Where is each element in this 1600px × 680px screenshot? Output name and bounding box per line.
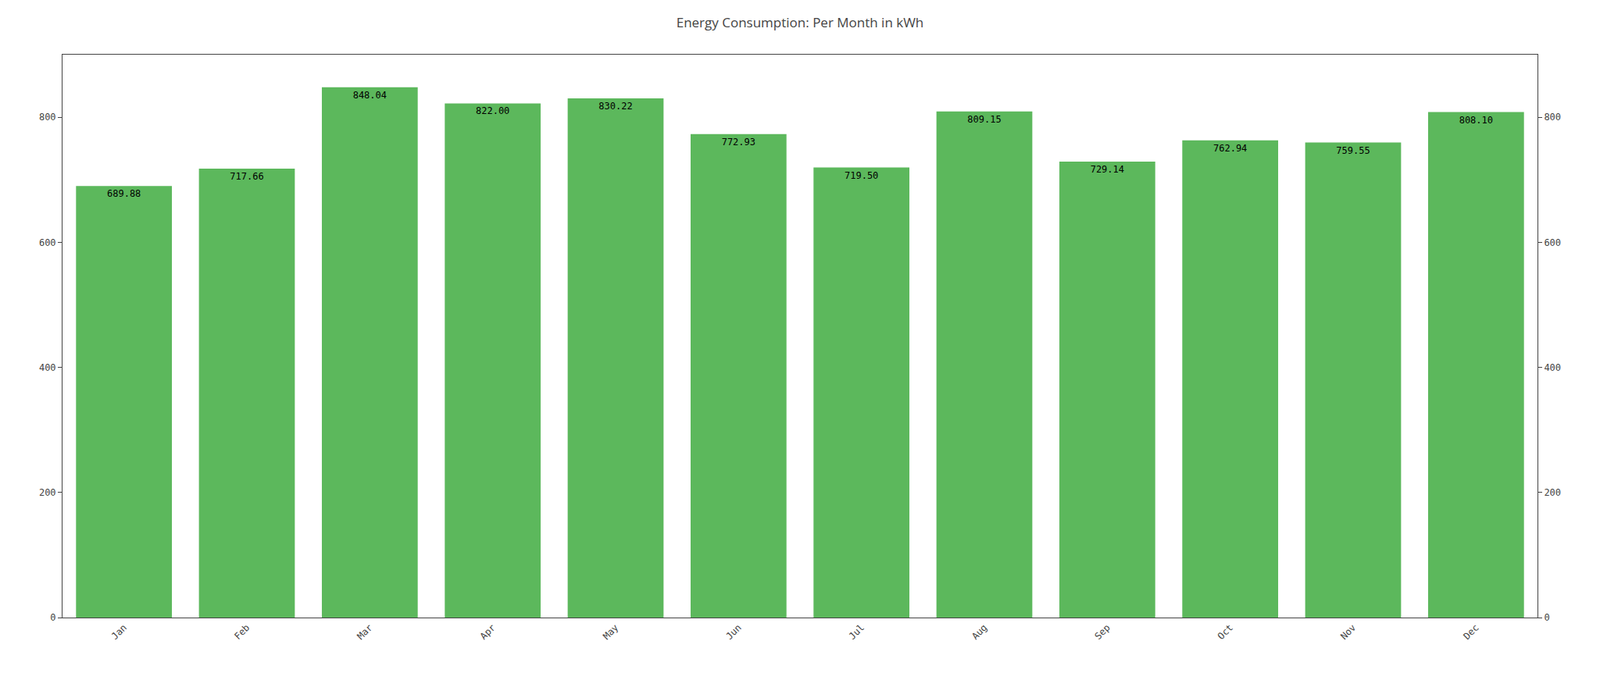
svg-text:Aug: Aug <box>969 622 990 643</box>
svg-text:Mar: Mar <box>354 622 375 643</box>
svg-text:Energy Consumption: Per Month: Energy Consumption: Per Month in kWh <box>676 13 925 32</box>
svg-text:Feb: Feb <box>232 622 252 643</box>
svg-text:Jun: Jun <box>723 622 743 643</box>
svg-text:400: 400 <box>39 362 57 374</box>
svg-text:0: 0 <box>50 612 56 624</box>
svg-text:0: 0 <box>1543 612 1550 624</box>
svg-text:808.10: 808.10 <box>1459 114 1493 126</box>
svg-text:Jul: Jul <box>846 622 867 643</box>
svg-text:Apr: Apr <box>478 622 498 643</box>
svg-text:772.93: 772.93 <box>721 136 756 148</box>
svg-text:762.94: 762.94 <box>1213 142 1247 154</box>
svg-text:600: 600 <box>1543 237 1561 249</box>
svg-text:848.04: 848.04 <box>353 89 387 101</box>
svg-text:689.88: 689.88 <box>107 188 141 200</box>
svg-text:830.22: 830.22 <box>598 100 633 112</box>
svg-text:Nov: Nov <box>1338 622 1358 643</box>
svg-text:Oct: Oct <box>1215 622 1236 643</box>
svg-text:717.66: 717.66 <box>229 171 264 183</box>
svg-text:800: 800 <box>39 111 57 123</box>
svg-text:400: 400 <box>1543 362 1561 374</box>
svg-text:Jan: Jan <box>109 622 129 643</box>
svg-text:Sep: Sep <box>1092 622 1112 643</box>
svg-text:200: 200 <box>39 487 57 499</box>
svg-text:809.15: 809.15 <box>967 114 1001 125</box>
svg-text:759.55: 759.55 <box>1335 145 1370 157</box>
svg-text:822.00: 822.00 <box>475 105 510 117</box>
svg-text:800: 800 <box>1543 111 1561 123</box>
svg-text:200: 200 <box>1543 487 1561 499</box>
svg-text:Dec: Dec <box>1460 622 1481 643</box>
svg-text:600: 600 <box>39 237 57 249</box>
svg-text:719.50: 719.50 <box>844 170 879 182</box>
svg-text:729.14: 729.14 <box>1090 164 1125 175</box>
svg-text:May: May <box>600 622 621 643</box>
